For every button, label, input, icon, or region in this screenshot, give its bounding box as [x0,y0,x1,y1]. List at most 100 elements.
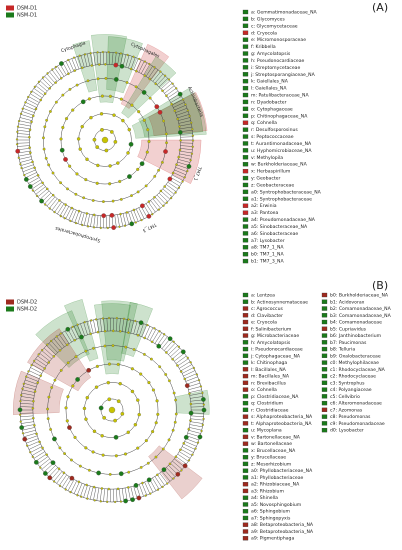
node [43,367,46,370]
legend-swatch [242,509,249,514]
branch [51,469,60,480]
branch [175,167,188,172]
node [100,94,104,98]
legend-swatch [242,340,249,345]
node [49,110,52,113]
legend-label: a2: Erwinia [251,203,277,209]
node [64,488,67,491]
legend-label: b: Glycomyces [251,16,285,22]
node [61,93,65,97]
branch [70,480,77,493]
node [92,346,95,350]
node [166,482,169,485]
node [81,223,84,227]
branch [31,90,43,98]
branch [176,164,189,169]
legend-swatch [242,529,249,534]
node [172,340,175,343]
branch [37,188,48,197]
node [23,177,29,182]
branch [174,169,186,175]
branch [179,123,192,127]
node [19,400,22,403]
legend-swatch [242,346,249,352]
node [15,138,19,141]
node [109,130,114,134]
legend-swatch [321,346,328,352]
node [137,110,141,114]
branch [44,194,54,205]
branch [108,215,111,228]
legend-swatch [242,482,249,487]
branch [93,487,97,501]
node [31,189,34,192]
branch [162,83,173,92]
node [136,190,140,194]
node [61,125,65,130]
branch [65,207,72,219]
node [201,391,204,395]
node [113,434,119,440]
branch [26,376,39,382]
node [69,475,75,481]
cladogram [13,299,210,504]
node [126,151,130,155]
node [118,225,121,228]
node [46,187,49,191]
node [119,52,122,55]
branch [150,200,159,211]
branch [168,345,178,355]
branch [136,208,142,221]
node [143,336,146,340]
node [202,417,205,420]
branch [44,75,54,86]
node [177,91,183,97]
branch [148,67,156,79]
node [37,353,40,356]
node [129,221,135,227]
legend-swatch [242,488,249,494]
branch [127,319,131,333]
node [95,318,98,321]
node [75,83,79,87]
branch [28,177,40,184]
legend-swatch [242,155,249,160]
branch [172,460,183,470]
legend-swatch [242,127,249,132]
node [89,52,92,55]
group-swatch [6,299,14,305]
branch [189,427,202,431]
legend-swatch [242,99,249,105]
legend-label: c0: Methylophilaceae [330,360,379,366]
node [108,182,112,186]
node [99,226,102,229]
node [126,53,129,57]
branch [167,182,179,190]
legend-label: a4: Shinella [251,495,278,501]
node [39,98,43,102]
branch [120,53,123,66]
branch [122,213,127,226]
node [76,323,79,326]
legend-swatch [242,231,249,236]
legend-swatch [242,353,249,358]
branch [80,484,85,497]
legend-swatch [321,340,328,345]
node [95,181,99,185]
branch [54,67,62,79]
legend-label: b0: Burkholderiaceae_NA [330,293,389,299]
node [68,164,72,168]
node [111,344,115,348]
branch [23,430,36,434]
node [92,429,97,434]
node [38,440,41,444]
legend-swatch [242,292,249,298]
node [132,55,135,58]
node [41,181,44,185]
node [172,391,176,395]
branch [180,133,193,135]
legend-swatch [242,120,249,125]
node [183,377,187,381]
node [145,150,149,154]
clade-highlight [121,302,153,357]
